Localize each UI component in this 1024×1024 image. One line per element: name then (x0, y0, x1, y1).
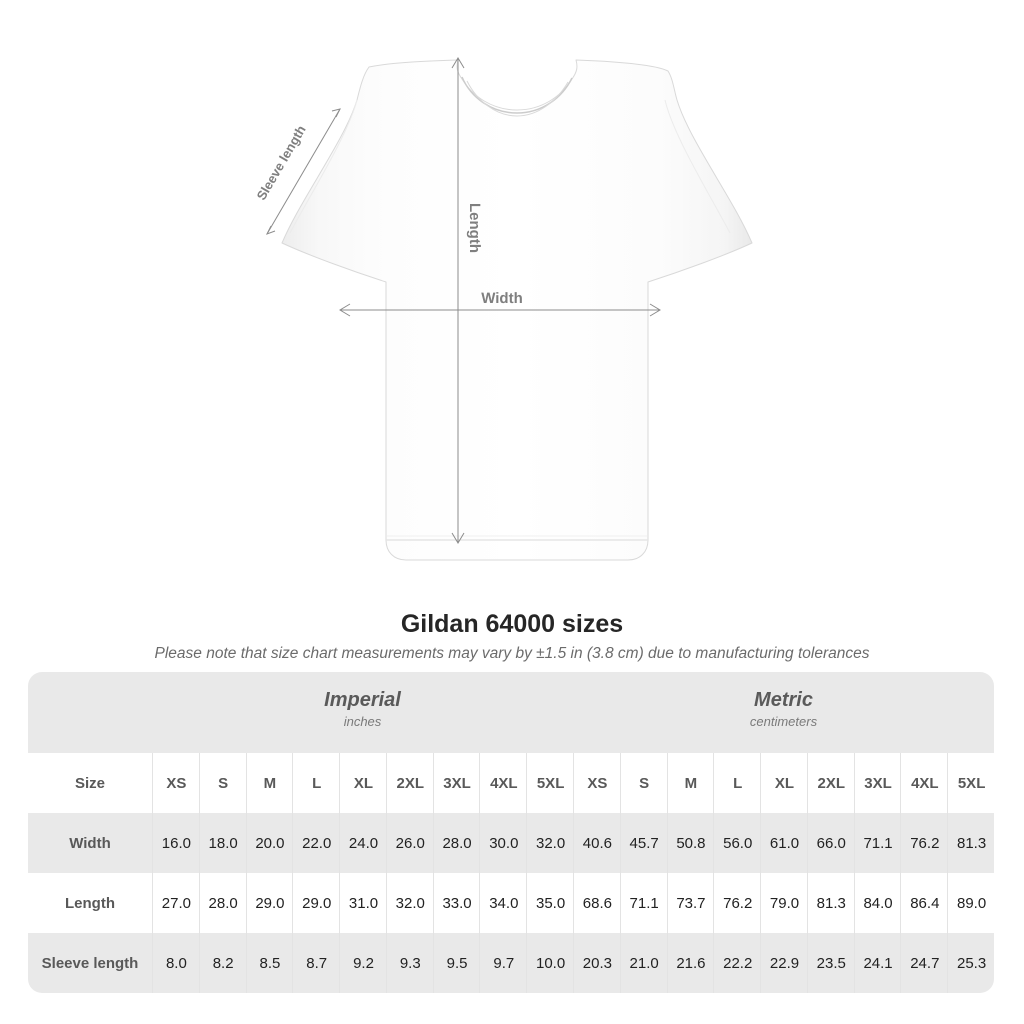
svg-text:Width: Width (481, 290, 523, 307)
svg-text:Sleeve length: Sleeve length (253, 123, 308, 203)
svg-text:Length: Length (466, 203, 483, 253)
